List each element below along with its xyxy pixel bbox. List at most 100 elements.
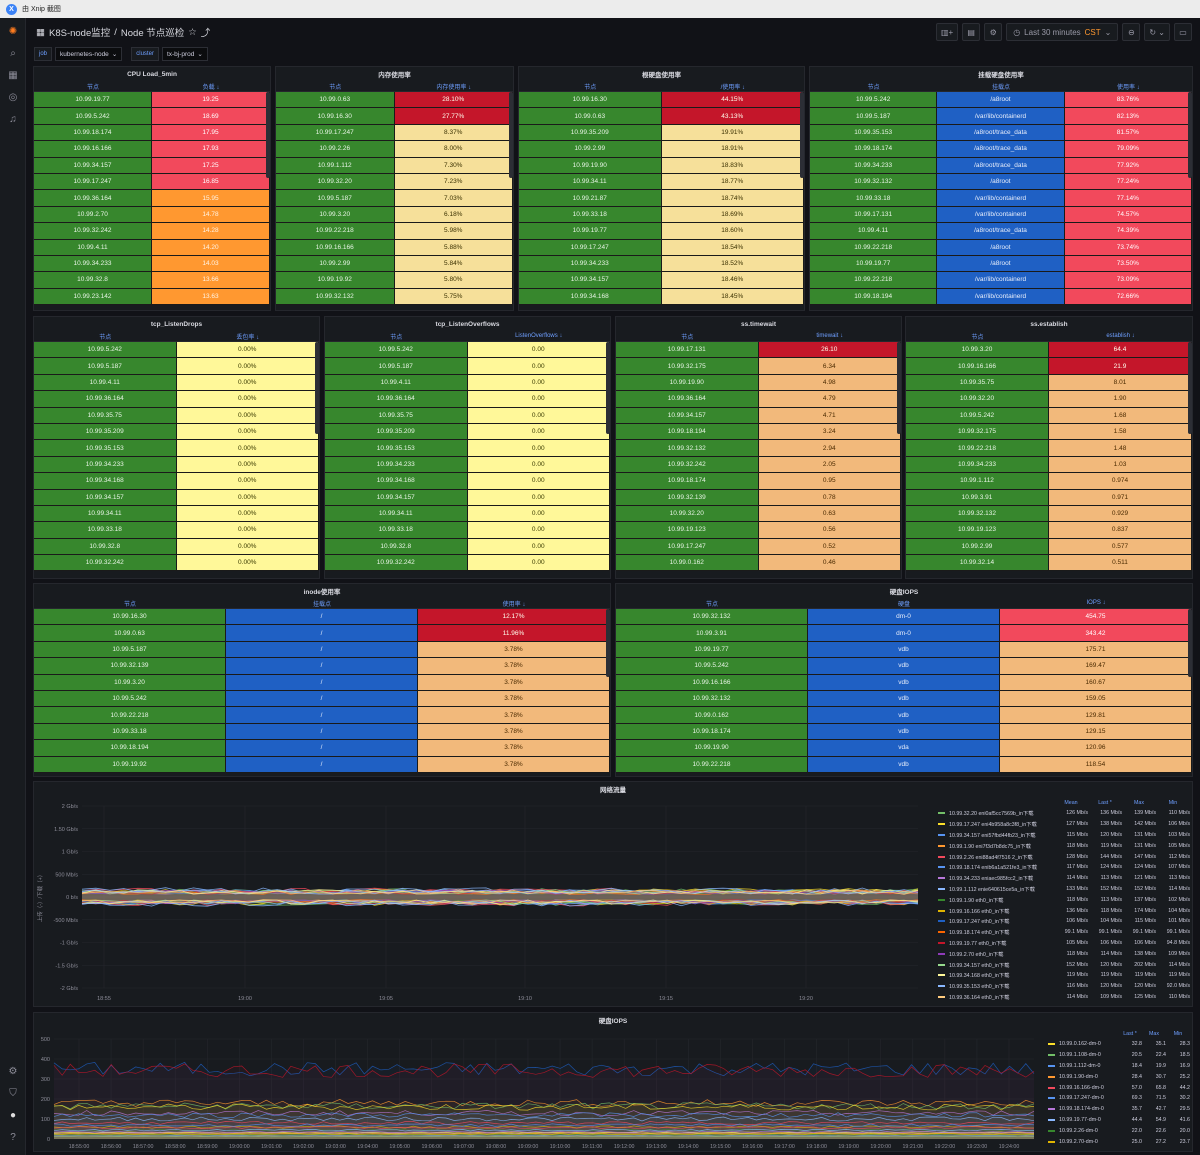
explore-icon[interactable]: ◎	[8, 91, 18, 103]
legend-column-header[interactable]: Last *	[1123, 1031, 1137, 1037]
settings-gear-icon[interactable]: ⚙	[984, 23, 1003, 41]
legend-item[interactable]: 10.99.1.112-dm-0 18.4 19.9 16.9	[1048, 1061, 1190, 1072]
legend-item[interactable]: 10.99.1.90-dm-0 28.4 30.7 25.2	[1048, 1071, 1190, 1082]
column-header[interactable]: 挂载点	[312, 601, 331, 608]
scrollbar[interactable]	[315, 342, 319, 435]
column-header[interactable]: 丢包率 ↓	[236, 334, 260, 341]
panel-disk-iops-chart[interactable]: 硬盘IOPS 500 400 300 200 100 0 18:55:00 18:56:00 1…	[33, 1012, 1193, 1152]
scrollbar[interactable]	[606, 609, 610, 677]
dashboard-title[interactable]: Node 节点巡检	[120, 28, 185, 39]
legend-item[interactable]: 10.99.18.174 eth0_in下载 99.1 Mb/s 99.1 Mb/s…	[938, 927, 1190, 938]
column-header[interactable]: 节点	[390, 334, 403, 341]
legend-column-header[interactable]: Max	[1133, 800, 1144, 806]
legend-item[interactable]: 10.99.0.162-dm-0 32.8 35.1 28.3	[1048, 1039, 1190, 1050]
legend-item[interactable]: 10.99.16.166 eth0_in下载 136 Mb/s 118 Mb/s 17…	[938, 905, 1190, 916]
column-header[interactable]: 挂载点	[991, 84, 1010, 91]
panel-ss-establish[interactable]: ss.establish 节点 establish ↓ 10.99.3.20 64.4 1…	[905, 316, 1193, 579]
column-header[interactable]: 节点	[99, 334, 112, 341]
network-traffic-chart[interactable]: 2 Gb/s 1.50 Gb/s 1 Gb/s 500 Mb/s 0 b/s -500 M…	[34, 796, 934, 1006]
scrollbar[interactable]	[1188, 342, 1192, 435]
legend-item[interactable]: 10.99.2.26-dm-0 22.0 22.6 20.0	[1048, 1125, 1190, 1136]
scrollbar[interactable]	[1188, 92, 1192, 178]
legend-item[interactable]: 10.99.2.70-dm-0 25.0 27.2 23.7	[1048, 1136, 1190, 1147]
column-header[interactable]: 内存使用率 ↓	[436, 84, 472, 91]
legend-item[interactable]: 10.99.18.174-dm-0 35.7 42.7 29.5	[1048, 1104, 1190, 1115]
column-header[interactable]: 节点	[681, 334, 694, 341]
save-icon[interactable]: ▤	[962, 23, 981, 41]
scrollbar[interactable]	[1188, 609, 1192, 677]
panel-memory-usage[interactable]: 内存使用率 节点 内存使用率 ↓ 10.99.0.63 28.10% 10.99.16.3…	[275, 66, 514, 311]
column-header[interactable]: 使用率 ↓	[502, 601, 526, 608]
panel-ss-timewait[interactable]: ss.timewait 节点 timewait ↓ 10.99.17.131 26.10…	[615, 316, 902, 579]
dashboard-folder-title[interactable]: K8S-node监控	[48, 28, 111, 39]
column-header[interactable]: ListenOverflows ↓	[515, 333, 563, 339]
panel-root-disk-usage[interactable]: 根硬盘使用率 节点/使用率 ↓ 10.99.16.30 44.15% 10.99.0.6…	[518, 66, 805, 311]
legend-item[interactable]: 10.99.36.164 eth0_in下载 114 Mb/s 109 Mb/s 12…	[938, 992, 1190, 1003]
add-panel-button[interactable]: ▥+	[935, 23, 959, 41]
shield-icon[interactable]: ⛉	[9, 1087, 17, 1099]
panel-cpu-load[interactable]: CPU Load_5min 节点 负载 ↓ 10.99.19.77 19.25 10.99…	[33, 66, 271, 311]
panel-tcp-listen-overflows[interactable]: tcp_ListenOverflows 节点 ListenOverflows ↓ 10…	[324, 316, 611, 579]
help-icon[interactable]: ?	[10, 1131, 16, 1143]
column-header[interactable]: 节点	[971, 334, 984, 341]
column-header[interactable]: /使用率 ↓	[720, 84, 745, 91]
legend-item[interactable]: 10.99.1.108-dm-0 20.5 22.4 18.5	[1048, 1050, 1190, 1061]
legend-item[interactable]: 10.99.1.90 eth0_in下载 118 Mb/s 113 Mb/s 137 …	[938, 894, 1190, 905]
legend-item[interactable]: 10.99.18.174 enib6a1a521fe3_in下载 117 Mb/s…	[938, 862, 1190, 873]
config-gear-icon[interactable]: ⚙	[8, 1065, 18, 1077]
legend-column-header[interactable]: Last *	[1098, 800, 1112, 806]
scrollbar[interactable]	[509, 92, 513, 178]
legend-item[interactable]: 10.99.19.77 eth0_in下载 105 Mb/s 106 Mb/s 106…	[938, 938, 1190, 949]
legend-item[interactable]: 10.99.1.90 eni7f3d7b8dc75_in下载 118 Mb/s 11…	[938, 840, 1190, 851]
column-header[interactable]: 节点	[329, 84, 342, 91]
zoom-out-icon[interactable]: ⊖	[1122, 23, 1141, 41]
column-header[interactable]: 节点	[705, 601, 718, 608]
column-header[interactable]: 节点	[867, 84, 880, 91]
scrollbar[interactable]	[800, 92, 804, 178]
legend-item[interactable]: 10.99.34.157 eni57fbd44fb23_in下载 115 Mb/s…	[938, 830, 1190, 841]
column-header[interactable]: 硬盘	[897, 601, 910, 608]
legend-item[interactable]: 10.99.34.233 eniaec985fcc2_in下载 114 Mb/s 1…	[938, 873, 1190, 884]
search-icon[interactable]: ⌕	[10, 47, 16, 59]
column-header[interactable]: timewait ↓	[816, 333, 844, 339]
legend-column-header[interactable]: Max	[1148, 1031, 1159, 1037]
star-icon[interactable]: ☆	[188, 26, 197, 38]
column-header[interactable]: 节点	[123, 601, 136, 608]
var-select-cluster[interactable]: tx-bj-prod ⌄	[161, 47, 208, 61]
time-picker-button[interactable]: ◷ Last 30 minutes CST ⌄	[1006, 23, 1119, 41]
legend-item[interactable]: 10.99.16.166-dm-0 57.0 65.8 44.2	[1048, 1082, 1190, 1093]
scrollbar[interactable]	[606, 342, 610, 435]
grafana-logo-icon[interactable]: ✺	[8, 25, 18, 37]
scrollbar[interactable]	[897, 342, 901, 435]
refresh-icon[interactable]: ↻ ⌄	[1144, 23, 1170, 41]
column-header[interactable]: 节点	[86, 84, 99, 91]
legend-item[interactable]: 10.99.2.70 eth0_in下载 118 Mb/s 114 Mb/s 138 …	[938, 948, 1190, 959]
legend-column-header[interactable]: Mean	[1064, 800, 1078, 806]
legend-item[interactable]: 10.99.35.153 eth0_in下载 116 Mb/s 120 Mb/s 12…	[938, 981, 1190, 992]
avatar[interactable]: ●	[9, 1109, 17, 1121]
legend-column-header[interactable]: Min	[1168, 800, 1178, 806]
legend-item[interactable]: 10.99.17.247 eni4b958a8c3f8_in下载 127 Mb/s…	[938, 819, 1190, 830]
legend-item[interactable]: 10.99.17.247-dm-0 69.3 71.5 30.2	[1048, 1093, 1190, 1104]
column-header[interactable]: IOPS ↓	[1086, 600, 1106, 606]
legend-item[interactable]: 10.99.34.168 eth0_in下载 119 Mb/s 119 Mb/s 11…	[938, 970, 1190, 981]
alerting-bell-icon[interactable]: ♫	[9, 113, 17, 125]
dashboards-icon[interactable]: ▦	[8, 69, 18, 81]
legend-item[interactable]: 10.99.2.26 eni88ad4f7516 2_in下载 128 Mb/s 1…	[938, 851, 1190, 862]
scrollbar[interactable]	[266, 92, 270, 178]
legend-column-header[interactable]: Min	[1173, 1031, 1183, 1037]
legend-item[interactable]: 10.99.19.77-dm-0 44.4 54.9 41.6	[1048, 1115, 1190, 1126]
panel-mount-disk-usage[interactable]: 挂载硬盘使用率 节点 挂载点 使用率 ↓ 10.99.5.242/a8root 83.76…	[809, 66, 1193, 311]
column-header[interactable]: 节点	[584, 84, 597, 91]
legend-item[interactable]: 10.99.34.157 eth0_in下载 152 Mb/s 120 Mb/s 20…	[938, 959, 1190, 970]
panel-network-traffic[interactable]: 网络流量 2 Gb/s 1.50 Gb/s 1 Gb/s 500 Mb/s 0 b/s -…	[33, 781, 1193, 1007]
legend-item[interactable]: 10.99.17.247 eth0_in下载 106 Mb/s 104 Mb/s 11…	[938, 916, 1190, 927]
legend-item[interactable]: 10.99.1.112 enie640615ce5a_in下载 133 Mb/s 1…	[938, 884, 1190, 895]
legend-item[interactable]: 10.99.32.20 eni0af5cc7569b_in下载 126 Mb/s 1…	[938, 808, 1190, 819]
panel-disk-iops-table[interactable]: 硬盘IOPS 节点 硬盘 IOPS ↓ 10.99.32.132 dm-0 454.75 10…	[615, 583, 1193, 777]
column-header[interactable]: 使用率 ↓	[1116, 84, 1140, 91]
share-icon[interactable]: ⤴	[200, 28, 211, 39]
panel-inode-usage[interactable]: inode使用率 节点 挂载点 使用率 ↓ 10.99.16.30/12.17% 10.9…	[33, 583, 611, 777]
column-header[interactable]: 负载 ↓	[202, 84, 220, 91]
column-header[interactable]: establish ↓	[1106, 333, 1135, 339]
